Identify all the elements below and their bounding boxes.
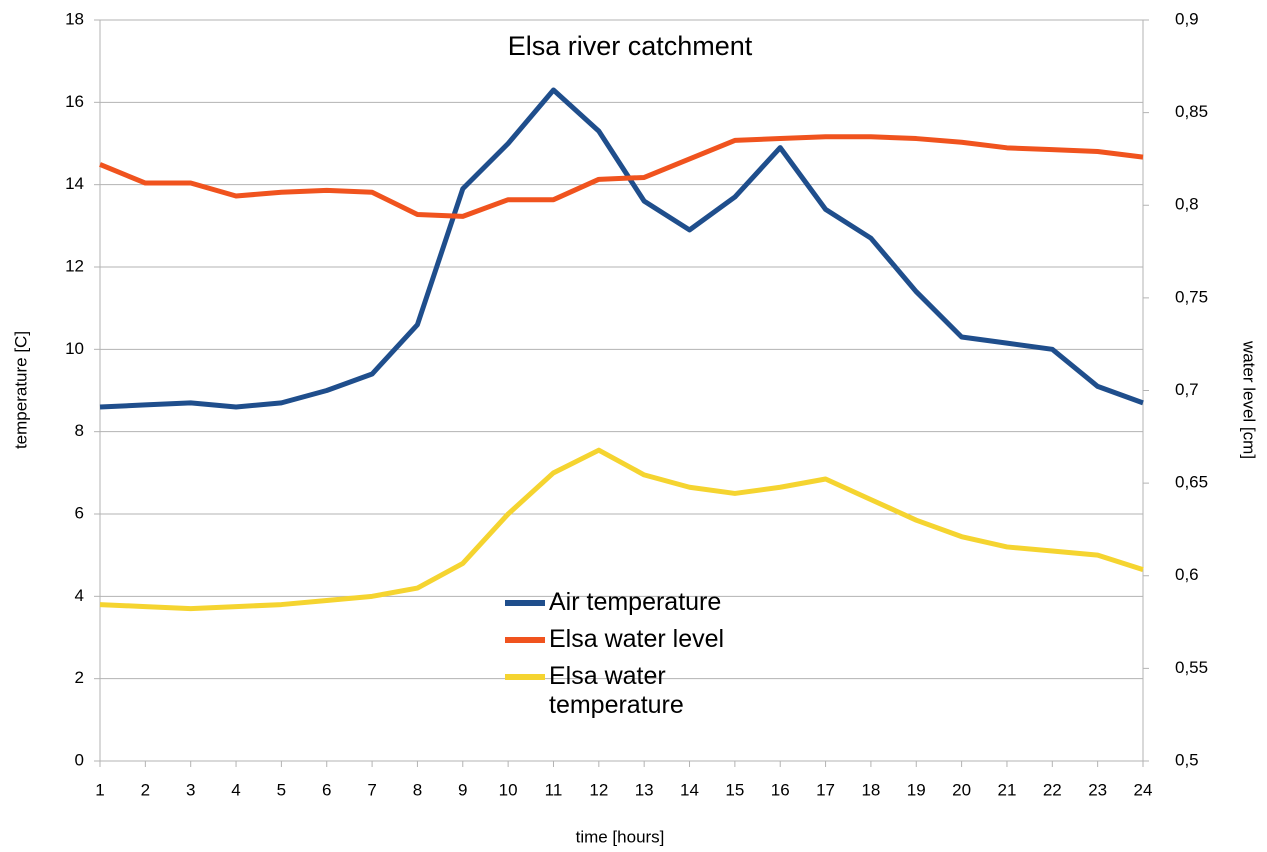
x-axis-label: time [hours]: [576, 827, 665, 846]
y-tick-label: 6: [75, 503, 84, 522]
y-tick-label: 10: [65, 339, 84, 358]
y2-tick-label: 0,6: [1175, 565, 1199, 584]
legend-label: Elsa water level: [549, 625, 725, 653]
x-tick-label: 16: [771, 780, 790, 799]
x-tick-label: 2: [141, 780, 150, 799]
x-tick-label: 20: [952, 780, 971, 799]
legend-item: Elsa water temperature: [505, 662, 735, 720]
legend-label: Elsa water temperature: [549, 662, 684, 719]
y2-tick-label: 0,5: [1175, 750, 1199, 769]
line-series: [99, 87, 1144, 410]
line-series: [99, 134, 1144, 219]
legend-label: Air temperature: [549, 588, 722, 616]
y-tick-label: 14: [65, 174, 84, 193]
x-tick-label: 7: [367, 780, 376, 799]
y-tick-label: 18: [65, 9, 84, 28]
x-tick-label: 23: [1088, 780, 1107, 799]
x-tick-label: 18: [861, 780, 880, 799]
y2-tick-label: 0,75: [1175, 287, 1208, 306]
legend: Air temperature Elsa water level Elsa wate…: [505, 588, 735, 728]
x-tick-label: 17: [816, 780, 835, 799]
y2-tick-label: 0,65: [1175, 473, 1208, 492]
x-tick-label: 4: [231, 780, 240, 799]
y-tick-label: 12: [65, 256, 84, 275]
x-tick-label: 12: [589, 780, 608, 799]
x-tick-label: 24: [1134, 780, 1153, 799]
x-tick-label: 22: [1043, 780, 1062, 799]
legend-swatch: [505, 674, 545, 680]
legend-item: Air temperature: [505, 588, 735, 617]
x-tick-label: 15: [725, 780, 744, 799]
x-tick-label: 1: [95, 780, 104, 799]
x-tick-label: 21: [997, 780, 1016, 799]
x-tick-label: 9: [458, 780, 467, 799]
x-tick-label: 11: [545, 780, 563, 799]
legend-swatch: [505, 637, 545, 643]
x-tick-label: 8: [413, 780, 422, 799]
x-tick-label: 5: [277, 780, 286, 799]
legend-swatch: [505, 600, 545, 606]
y2-axis-label: water level [cm]: [1240, 340, 1259, 459]
y-tick-label: 2: [75, 668, 84, 687]
y-tick-label: 8: [75, 421, 84, 440]
y2-tick-label: 0,55: [1175, 658, 1208, 677]
y2-tick-label: 0,8: [1175, 195, 1199, 214]
y-tick-label: 0: [75, 750, 84, 769]
legend-item: Elsa water level: [505, 625, 735, 654]
x-tick-label: 6: [322, 780, 331, 799]
x-tick-label: 13: [635, 780, 654, 799]
chart-title: Elsa river catchment: [508, 31, 753, 61]
y2-tick-label: 0,7: [1175, 380, 1199, 399]
x-tick-label: 14: [680, 780, 699, 799]
line-series: [99, 447, 1144, 612]
x-tick-label: 10: [499, 780, 518, 799]
y-axis-label: temperature [C]: [11, 331, 30, 449]
y2-tick-label: 0,9: [1175, 9, 1199, 28]
x-tick-label: 19: [907, 780, 926, 799]
y-tick-label: 16: [65, 92, 84, 111]
x-tick-label: 3: [186, 780, 195, 799]
y2-tick-label: 0,85: [1175, 102, 1208, 121]
y-tick-label: 4: [75, 586, 84, 605]
